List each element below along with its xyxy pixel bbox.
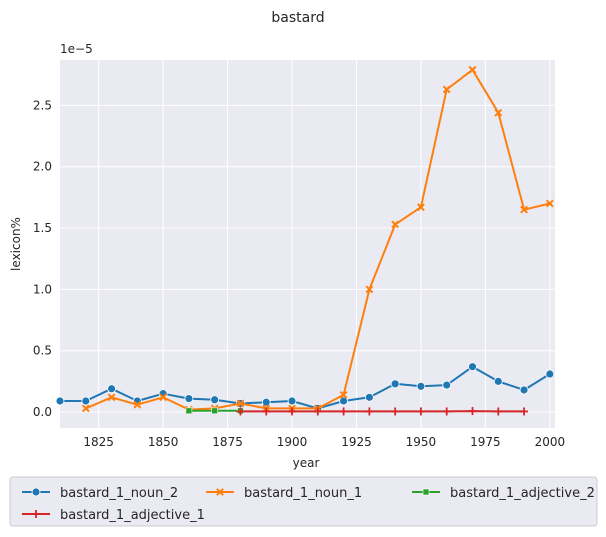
y-offset-label: 1e−5 xyxy=(60,42,93,56)
y-axis-label: lexicon% xyxy=(9,217,23,271)
x-tick-label: 1925 xyxy=(341,435,372,449)
data-point xyxy=(442,85,451,94)
data-point xyxy=(339,396,348,406)
series-bastard_1_adjective_1 xyxy=(236,407,529,416)
chart-title: bastard xyxy=(271,10,324,26)
data-point xyxy=(236,407,245,416)
x-tick-label: 1900 xyxy=(277,435,308,449)
legend-label: bastard_1_adjective_1 xyxy=(60,508,205,523)
data-point xyxy=(55,396,65,406)
data-point xyxy=(133,400,142,409)
data-point xyxy=(416,407,425,416)
data-point xyxy=(339,407,348,416)
data-point xyxy=(184,394,194,403)
data-point xyxy=(493,376,503,386)
x-tick-label: 1875 xyxy=(212,435,243,449)
legend-item: bastard_1_noun_2 xyxy=(22,486,178,501)
data-point xyxy=(494,108,503,117)
legend-label: bastard_1_adjective_2 xyxy=(450,486,595,501)
legend-marker xyxy=(32,510,40,518)
legend-marker xyxy=(216,488,224,496)
data-point xyxy=(211,407,218,415)
legend-item: bastard_1_noun_1 xyxy=(206,486,362,501)
data-point xyxy=(339,390,348,399)
x-tick-label: 1850 xyxy=(148,435,179,449)
data-point xyxy=(442,407,451,416)
series-layer xyxy=(55,65,555,416)
data-point xyxy=(287,396,297,406)
x-axis-ticks: 1825 1850 1875 1900 1925 1950 1975 2000 xyxy=(83,435,565,449)
data-point xyxy=(261,397,271,407)
data-point xyxy=(520,205,528,214)
legend-label: bastard_1_noun_1 xyxy=(244,486,362,501)
legend: bastard_1_noun_2 bastard_1_noun_1 bastard_… xyxy=(22,486,595,523)
data-point xyxy=(417,203,425,212)
data-point xyxy=(391,220,400,229)
legend-marker xyxy=(31,487,41,497)
legend-box xyxy=(9,476,598,527)
x-tick-label: 1975 xyxy=(470,435,501,449)
data-point xyxy=(545,369,555,379)
data-point xyxy=(236,399,245,408)
data-point xyxy=(262,407,271,416)
data-point xyxy=(494,407,503,416)
x-tick-label: 1950 xyxy=(406,435,437,449)
data-point xyxy=(416,381,426,391)
y-tick-label: 1.0 xyxy=(33,282,52,296)
x-tick-label: 2000 xyxy=(535,435,566,449)
y-tick-label: 0.5 xyxy=(33,344,52,358)
y-axis-ticks: 0.0 0.5 1.0 1.5 2.0 2.5 xyxy=(33,98,52,419)
data-point xyxy=(519,385,529,395)
legend-label: bastard_1_noun_2 xyxy=(60,486,178,501)
y-tick-label: 2.0 xyxy=(33,160,52,174)
data-point xyxy=(468,65,477,74)
data-point xyxy=(545,199,554,208)
y-tick-label: 0.0 xyxy=(33,405,52,419)
data-point xyxy=(313,407,322,416)
data-point xyxy=(390,379,400,389)
y-tick-label: 2.5 xyxy=(33,98,52,112)
grid-lines xyxy=(60,60,555,428)
data-point xyxy=(288,407,297,416)
legend-marker xyxy=(422,488,430,496)
data-point xyxy=(185,407,193,415)
data-point xyxy=(391,407,400,416)
data-point xyxy=(81,396,91,406)
data-point xyxy=(210,395,220,405)
data-point xyxy=(364,392,374,402)
y-tick-label: 1.5 xyxy=(33,221,52,235)
data-point xyxy=(81,404,90,413)
series-line xyxy=(60,365,551,410)
data-point xyxy=(442,380,452,390)
data-point xyxy=(159,393,168,402)
x-axis-label: year xyxy=(293,456,320,470)
data-point xyxy=(520,407,529,416)
legend-item: bastard_1_adjective_1 xyxy=(22,508,205,523)
plot-area xyxy=(60,60,555,428)
legend-item: bastard_1_adjective_2 xyxy=(412,486,595,501)
data-point xyxy=(107,393,116,402)
x-tick-label: 1825 xyxy=(83,435,114,449)
data-point xyxy=(468,362,477,372)
data-point xyxy=(468,407,477,416)
data-point xyxy=(365,407,374,416)
data-point xyxy=(365,285,374,294)
data-point xyxy=(107,384,116,394)
